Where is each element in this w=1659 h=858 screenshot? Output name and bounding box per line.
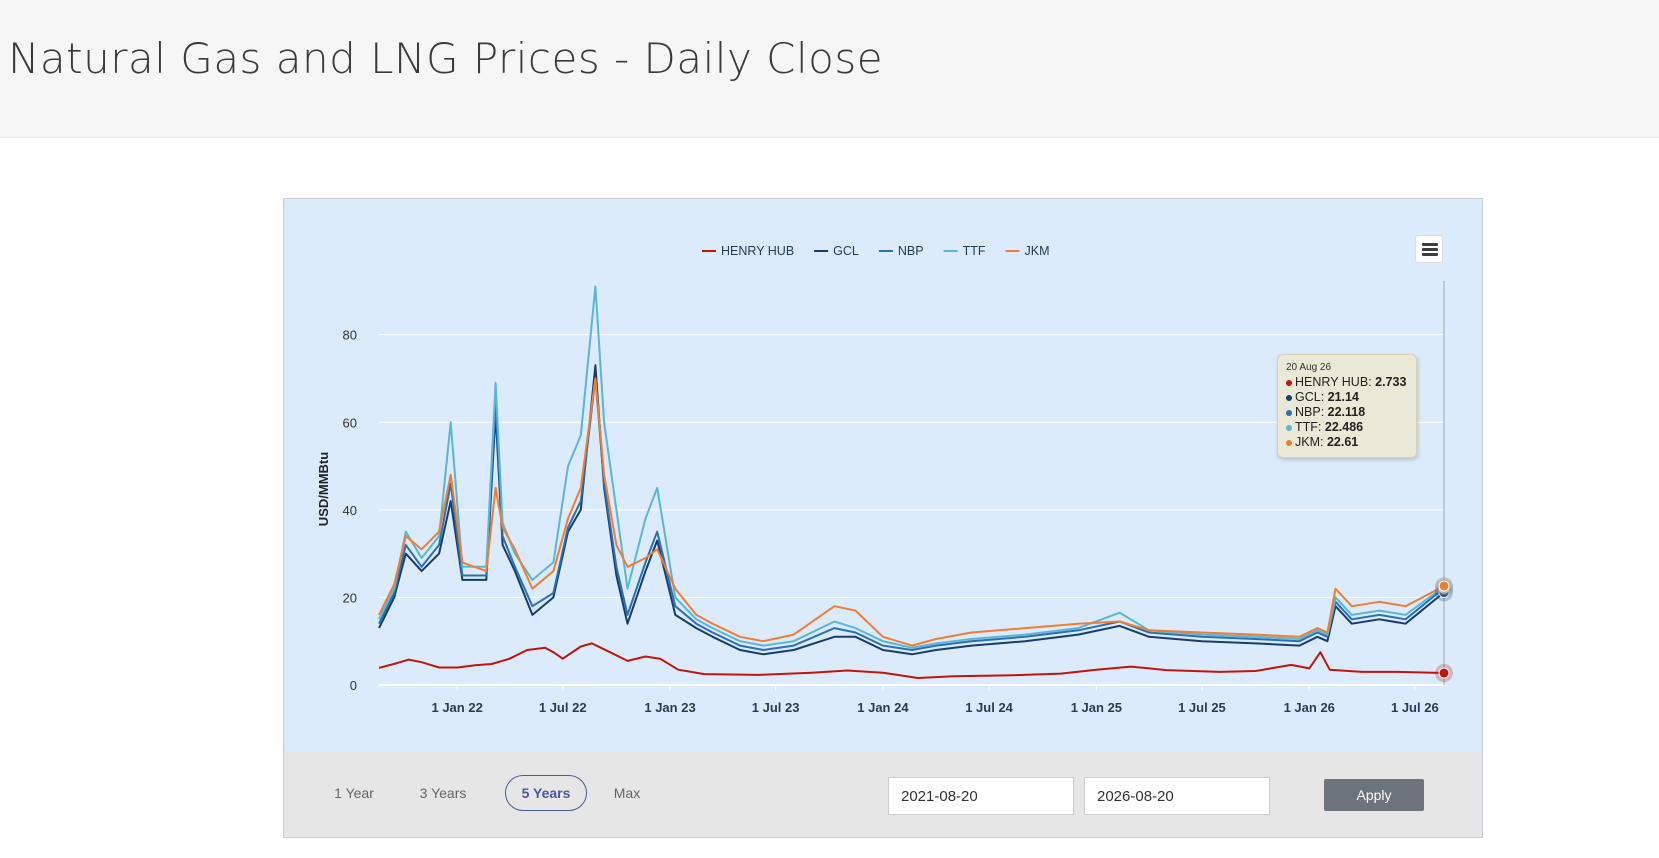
y-tick-label: 0 — [350, 678, 357, 693]
page-header: Natural Gas and LNG Prices - Daily Close — [0, 0, 1659, 138]
range-button-5-years[interactable]: 5 Years — [505, 775, 587, 811]
legend-entry: JKM — [1025, 244, 1050, 258]
legend-entry: HENRY HUB — [721, 244, 794, 258]
x-tick-label: 1 Jul 24 — [965, 700, 1013, 715]
tooltip-dot-icon — [1286, 379, 1292, 386]
hamburger-menu-icon-bar — [1422, 248, 1438, 251]
x-tick-label: 1 Jan 26 — [1284, 700, 1335, 715]
x-tick-label: 1 Jan 22 — [431, 700, 482, 715]
tooltip-series-value: 21.14 — [1327, 390, 1359, 404]
tooltip-dot-icon — [1286, 439, 1292, 446]
x-tick-label: 1 Jul 23 — [752, 700, 800, 715]
y-tick-label: 40 — [343, 503, 357, 518]
hamburger-menu-icon-bar — [1422, 253, 1438, 256]
y-tick-label: 60 — [343, 415, 357, 430]
chart-menu-button[interactable] — [1415, 235, 1443, 263]
chart-card: 0 20 40 60 80 1 Jan 22 1 Jul 22 1 Jan 23 1 Jul 2… — [283, 198, 1483, 838]
tooltip-row: NBP: 22.118 — [1286, 405, 1408, 420]
x-tick-label: 1 Jan 23 — [644, 700, 695, 715]
tooltip-row: JKM: 22.61 — [1286, 435, 1408, 450]
price-chart: 0 20 40 60 80 1 Jan 22 1 Jul 22 1 Jan 23 1 Jul 2… — [316, 244, 1453, 715]
chart-area: 0 20 40 60 80 1 Jan 22 1 Jul 22 1 Jan 23 1 Jul 2… — [284, 199, 1482, 751]
tooltip-series-value: 22.61 — [1326, 435, 1359, 449]
series-line-henry-hub — [378, 642, 1445, 679]
apply-button[interactable]: Apply — [1324, 779, 1424, 811]
chart-tooltip: 20 Aug 26 HENRY HUB: 2.733 GCL: 21.14 NBP:… — [1277, 354, 1417, 458]
tooltip-row: HENRY HUB: 2.733 — [1286, 375, 1408, 390]
range-button-max[interactable]: Max — [602, 775, 652, 811]
x-tick-label: 1 Jan 24 — [857, 700, 909, 715]
x-tick-label: 1 Jul 25 — [1178, 700, 1226, 715]
start-date-input[interactable] — [888, 777, 1074, 815]
tooltip-row: GCL: 21.14 — [1286, 390, 1408, 405]
tooltip-dot-icon — [1286, 424, 1292, 431]
tooltip-series-name: GCL — [1295, 390, 1321, 404]
legend-entry: GCL — [833, 244, 859, 258]
point-marker — [1438, 580, 1450, 592]
tooltip-series-name: TTF — [1295, 420, 1318, 434]
legend-entry: NBP — [898, 244, 924, 258]
tooltip-series-value: 22.118 — [1327, 405, 1366, 419]
tooltip-dot-icon — [1286, 394, 1292, 401]
y-tick-label: 20 — [343, 590, 357, 605]
x-tick-label: 1 Jan 25 — [1071, 700, 1122, 715]
legend-entry: TTF — [963, 244, 986, 258]
x-tick-label: 1 Jul 22 — [539, 700, 587, 715]
end-date-input[interactable] — [1084, 777, 1270, 815]
y-axis-label: USD/MMBtu — [316, 452, 331, 526]
hamburger-menu-icon — [1422, 243, 1438, 246]
tooltip-dot-icon — [1286, 409, 1292, 416]
page-title: Natural Gas and LNG Prices - Daily Close — [8, 34, 884, 83]
range-button-1-year[interactable]: 1 Year — [322, 775, 386, 811]
tooltip-series-name: NBP — [1295, 405, 1321, 419]
series-line-ttf — [378, 285, 1445, 649]
point-marker — [1438, 667, 1450, 679]
series-line-jkm — [378, 377, 1445, 647]
range-controls: 1 Year 3 Years 5 Years Max Apply — [284, 751, 1482, 837]
tooltip-series-value: 22.486 — [1324, 420, 1364, 434]
tooltip-date: 20 Aug 26 — [1286, 362, 1332, 373]
tooltip-series-name: JKM — [1295, 435, 1320, 449]
y-tick-label: 80 — [343, 328, 357, 343]
tooltip-series-value: 2.733 — [1375, 375, 1407, 389]
tooltip-row: TTF: 22.486 — [1286, 420, 1408, 435]
range-button-3-years[interactable]: 3 Years — [406, 775, 480, 811]
x-tick-label: 1 Jul 26 — [1391, 700, 1439, 715]
tooltip-rows: HENRY HUB: 2.733 GCL: 21.14 NBP: 22.118 TTF… — [1286, 375, 1408, 450]
tooltip-series-name: HENRY HUB — [1295, 375, 1369, 389]
